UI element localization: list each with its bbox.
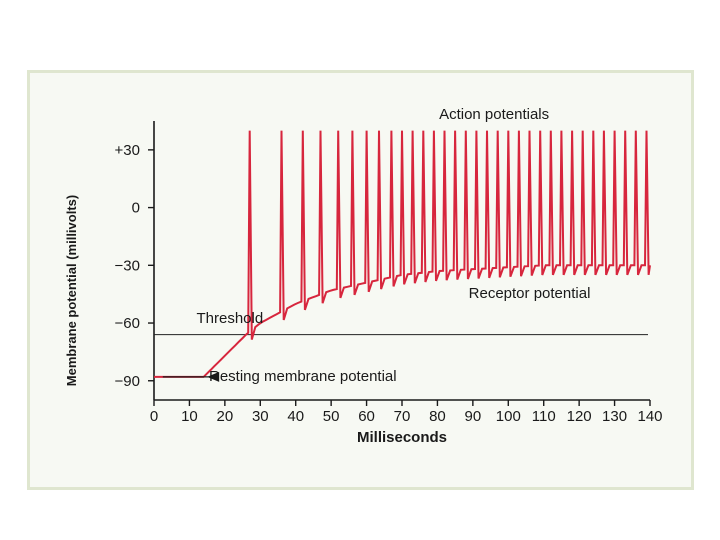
x-tick-label: 80 bbox=[429, 408, 446, 425]
membrane-potential-trace bbox=[154, 130, 651, 378]
x-tick-label: 50 bbox=[323, 408, 340, 425]
x-tick-label: 70 bbox=[394, 408, 411, 425]
y-tick-label: −90 bbox=[115, 373, 140, 390]
x-tick-label: 90 bbox=[465, 408, 482, 425]
y-tick-label: 0 bbox=[132, 200, 140, 217]
x-tick-label: 120 bbox=[567, 408, 592, 425]
x-tick-label: 0 bbox=[150, 408, 158, 425]
figure-frame: +30 0 −30 −60 −90 0 10 20 30 40 50 60 70 80 90 100 110 1… bbox=[27, 70, 694, 490]
x-tick-label: 40 bbox=[287, 408, 304, 425]
annotation-label: Receptor potential bbox=[469, 285, 591, 302]
x-tick-label: 60 bbox=[358, 408, 375, 425]
x-tick-label: 100 bbox=[496, 408, 521, 425]
annotation-label: Resting membrane potential bbox=[209, 368, 397, 385]
membrane-potential-chart: +30 0 −30 −60 −90 0 10 20 30 40 50 60 70 80 90 100 110 1… bbox=[64, 106, 663, 446]
y-tick-label: −60 bbox=[115, 315, 140, 332]
y-tick-label: +30 bbox=[115, 142, 140, 159]
x-tick-label: 10 bbox=[181, 408, 198, 425]
x-tick-label: 30 bbox=[252, 408, 269, 425]
x-tick-label: 140 bbox=[637, 408, 662, 425]
annotation-label: Threshold bbox=[197, 310, 264, 327]
x-tick-label: 110 bbox=[532, 408, 556, 425]
y-tick-label: −30 bbox=[115, 257, 140, 274]
x-axis-label: Milliseconds bbox=[357, 429, 447, 446]
x-ticks: 0 10 20 30 40 50 60 70 80 90 100 110 120 130 140 bbox=[150, 400, 663, 425]
annotation-label: Action potentials bbox=[439, 106, 549, 123]
y-axis-label: Membrane potential (millivolts) bbox=[64, 195, 79, 386]
annotations: Action potentials Receptor potential Thres… bbox=[162, 106, 591, 385]
annotation-arrow-head bbox=[207, 371, 220, 382]
x-tick-label: 20 bbox=[217, 408, 234, 425]
x-tick-label: 130 bbox=[602, 408, 627, 425]
y-ticks: +30 0 −30 −60 −90 bbox=[115, 142, 154, 390]
